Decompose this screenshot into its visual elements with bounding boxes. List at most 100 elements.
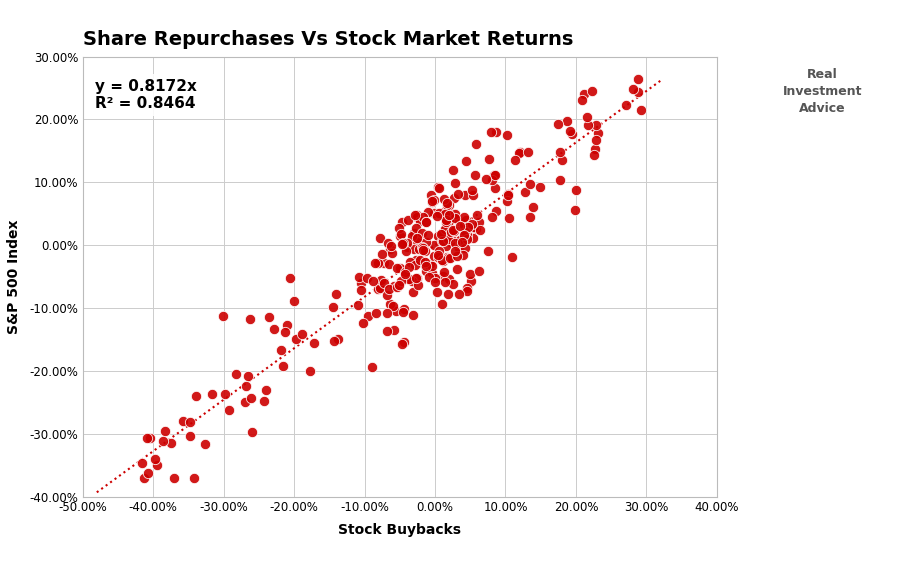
Point [423, 259, 437, 268]
Point [176, 416, 190, 425]
Point [402, 275, 416, 284]
Point [198, 439, 212, 448]
Point [469, 224, 483, 233]
Point [419, 218, 434, 227]
Point [432, 246, 447, 255]
Point [460, 231, 474, 240]
Point [182, 418, 197, 427]
Point [237, 397, 252, 406]
Point [374, 249, 389, 258]
Point [472, 218, 487, 227]
Point [397, 338, 412, 347]
Point [435, 299, 449, 308]
Point [276, 362, 290, 371]
Point [521, 147, 536, 157]
Point [256, 397, 271, 406]
Point [373, 284, 388, 293]
Point [368, 258, 382, 267]
Point [565, 130, 580, 139]
Point [415, 246, 430, 255]
Point [416, 213, 431, 222]
Point [438, 215, 453, 224]
Point [448, 238, 462, 247]
Point [425, 197, 439, 206]
Point [435, 256, 449, 265]
Text: y = 0.8172x
R² = 0.8464: y = 0.8172x R² = 0.8464 [96, 79, 198, 111]
Point [439, 198, 454, 207]
Point [449, 251, 464, 260]
Point [218, 389, 233, 398]
Point [487, 183, 502, 192]
Point [392, 263, 407, 272]
Point [453, 236, 468, 245]
Point [442, 201, 457, 210]
Point [469, 139, 483, 148]
Point [485, 175, 500, 184]
Point [417, 258, 432, 267]
Point [409, 233, 424, 242]
Point [513, 148, 528, 157]
Point [505, 253, 519, 262]
Point [460, 215, 474, 224]
Point [446, 280, 460, 289]
Point [418, 262, 433, 271]
Point [579, 113, 594, 122]
Point [380, 239, 395, 248]
Point [381, 260, 396, 269]
Point [383, 245, 398, 254]
Point [167, 474, 182, 483]
Point [400, 238, 414, 247]
Point [437, 224, 452, 233]
Point [442, 217, 457, 226]
Point [437, 210, 452, 219]
Point [419, 259, 434, 268]
Point [418, 262, 433, 271]
Point [459, 244, 473, 253]
Point [326, 303, 341, 312]
Point [410, 236, 425, 245]
Point [416, 259, 431, 268]
Point [630, 74, 645, 83]
Point [471, 267, 486, 276]
Point [409, 273, 424, 282]
Point [380, 327, 394, 336]
Point [569, 185, 584, 194]
Point [633, 105, 648, 114]
Point [430, 252, 445, 261]
Point [158, 426, 173, 435]
Point [439, 241, 454, 250]
Point [419, 218, 434, 227]
Point [443, 253, 458, 262]
Point [468, 171, 482, 180]
Point [149, 460, 164, 470]
Point [567, 206, 582, 215]
Point [418, 266, 433, 275]
Point [428, 274, 443, 283]
Point [410, 273, 425, 282]
Point [278, 327, 292, 336]
Point [560, 116, 574, 125]
Point [435, 228, 449, 237]
Point [575, 95, 590, 105]
Point [418, 237, 433, 246]
Point [410, 210, 425, 219]
Point [370, 258, 385, 267]
Point [589, 136, 604, 145]
Point [408, 224, 423, 233]
Point [215, 311, 230, 320]
Point [453, 221, 468, 231]
Point [488, 170, 503, 179]
Point [359, 274, 374, 283]
Point [533, 183, 548, 192]
Point [523, 212, 538, 221]
Point [393, 229, 408, 238]
Point [391, 281, 406, 290]
Point [523, 180, 538, 189]
Point [365, 362, 380, 371]
Point [287, 296, 301, 305]
Point [464, 276, 479, 285]
Point [371, 285, 386, 294]
Point [140, 433, 154, 442]
Point [307, 339, 322, 348]
Point [460, 287, 474, 296]
